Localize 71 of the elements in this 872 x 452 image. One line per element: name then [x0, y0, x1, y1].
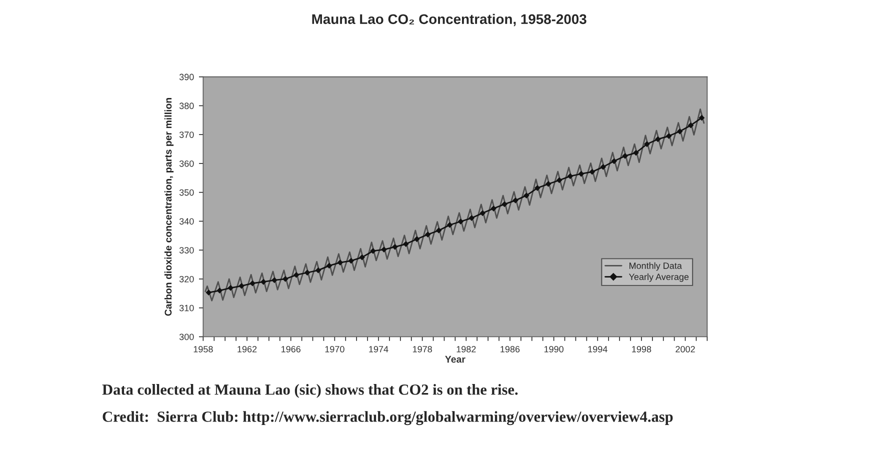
- x-axis-title: Year: [445, 356, 466, 363]
- point: [250, 280, 256, 286]
- point: [282, 276, 288, 282]
- point: [446, 222, 453, 228]
- y-tick-label: 300: [179, 334, 194, 340]
- point: [216, 288, 223, 294]
- point: [206, 290, 212, 296]
- x-tick-label: 1986: [500, 346, 520, 352]
- point: [293, 272, 300, 278]
- point: [348, 258, 354, 264]
- point: [315, 267, 322, 274]
- x-tick-label: 1970: [325, 346, 344, 352]
- x-tick-label: 1962: [238, 346, 257, 352]
- point: [337, 260, 344, 266]
- point: [502, 201, 508, 208]
- x-tick-label: 1990: [544, 346, 564, 352]
- point: [556, 177, 562, 184]
- point: [666, 133, 672, 139]
- point: [468, 215, 475, 221]
- y-tick-label: 370: [179, 132, 194, 138]
- y-tick-label: 350: [179, 189, 194, 196]
- y-tick-label: 320: [179, 276, 194, 282]
- point: [654, 136, 661, 142]
- point: [436, 228, 442, 234]
- point: [644, 141, 650, 148]
- x-tick-label: 1974: [369, 346, 388, 352]
- point: [414, 236, 420, 242]
- x-tick-label: 1958: [194, 346, 213, 352]
- text: Credit: Sierra Club: http://www.sierraclub.org/globalwarming/overview/overview4.asp: [102, 411, 673, 426]
- legend-label: Yearly Average: [628, 273, 689, 282]
- x-tick-label: 1994: [588, 346, 608, 352]
- x-tick-label: 1982: [456, 346, 476, 352]
- point: [698, 114, 705, 121]
- point: [381, 246, 387, 252]
- x-tick-label: 1966: [281, 346, 300, 352]
- point: [458, 218, 464, 224]
- point: [238, 282, 244, 289]
- point: [271, 277, 278, 284]
- point: [611, 158, 618, 164]
- point: [688, 122, 694, 128]
- y-tick-label: 390: [179, 74, 194, 80]
- chart-title: Mauna Lao CO₂ Concentration, 1958-2003: [312, 14, 586, 26]
- point: [534, 185, 540, 191]
- y-tick-label: 340: [179, 218, 194, 225]
- text: Data collected at Mauna Lao (sic) shows that CO2 is on the rise.: [102, 384, 518, 398]
- point: [424, 232, 431, 238]
- legend-label: Monthly Data: [629, 262, 682, 271]
- y-tick-label: 380: [179, 102, 194, 110]
- y-tick-label: 310: [179, 304, 194, 312]
- x-tick-label: 2002: [676, 346, 695, 352]
- point: [676, 128, 683, 134]
- point: [600, 164, 606, 170]
- point: [359, 254, 365, 260]
- x-tick-label: 1978: [412, 346, 432, 352]
- y-axis-title: Carbon dioxide concentration, parts per million: [164, 98, 174, 316]
- point: [633, 150, 639, 156]
- y-tick-label: 330: [179, 247, 194, 254]
- point: [304, 270, 310, 276]
- point: [545, 181, 552, 187]
- point: [567, 173, 574, 180]
- y-tick-label: 360: [179, 160, 194, 167]
- x-tick-label: 1998: [632, 346, 652, 352]
- point: [392, 244, 398, 250]
- point: [523, 192, 530, 198]
- point: [512, 197, 518, 204]
- point: [326, 262, 332, 269]
- point: [228, 284, 234, 291]
- point: [589, 168, 596, 175]
- point: [402, 241, 409, 247]
- point: [578, 170, 584, 177]
- point: [480, 210, 486, 216]
